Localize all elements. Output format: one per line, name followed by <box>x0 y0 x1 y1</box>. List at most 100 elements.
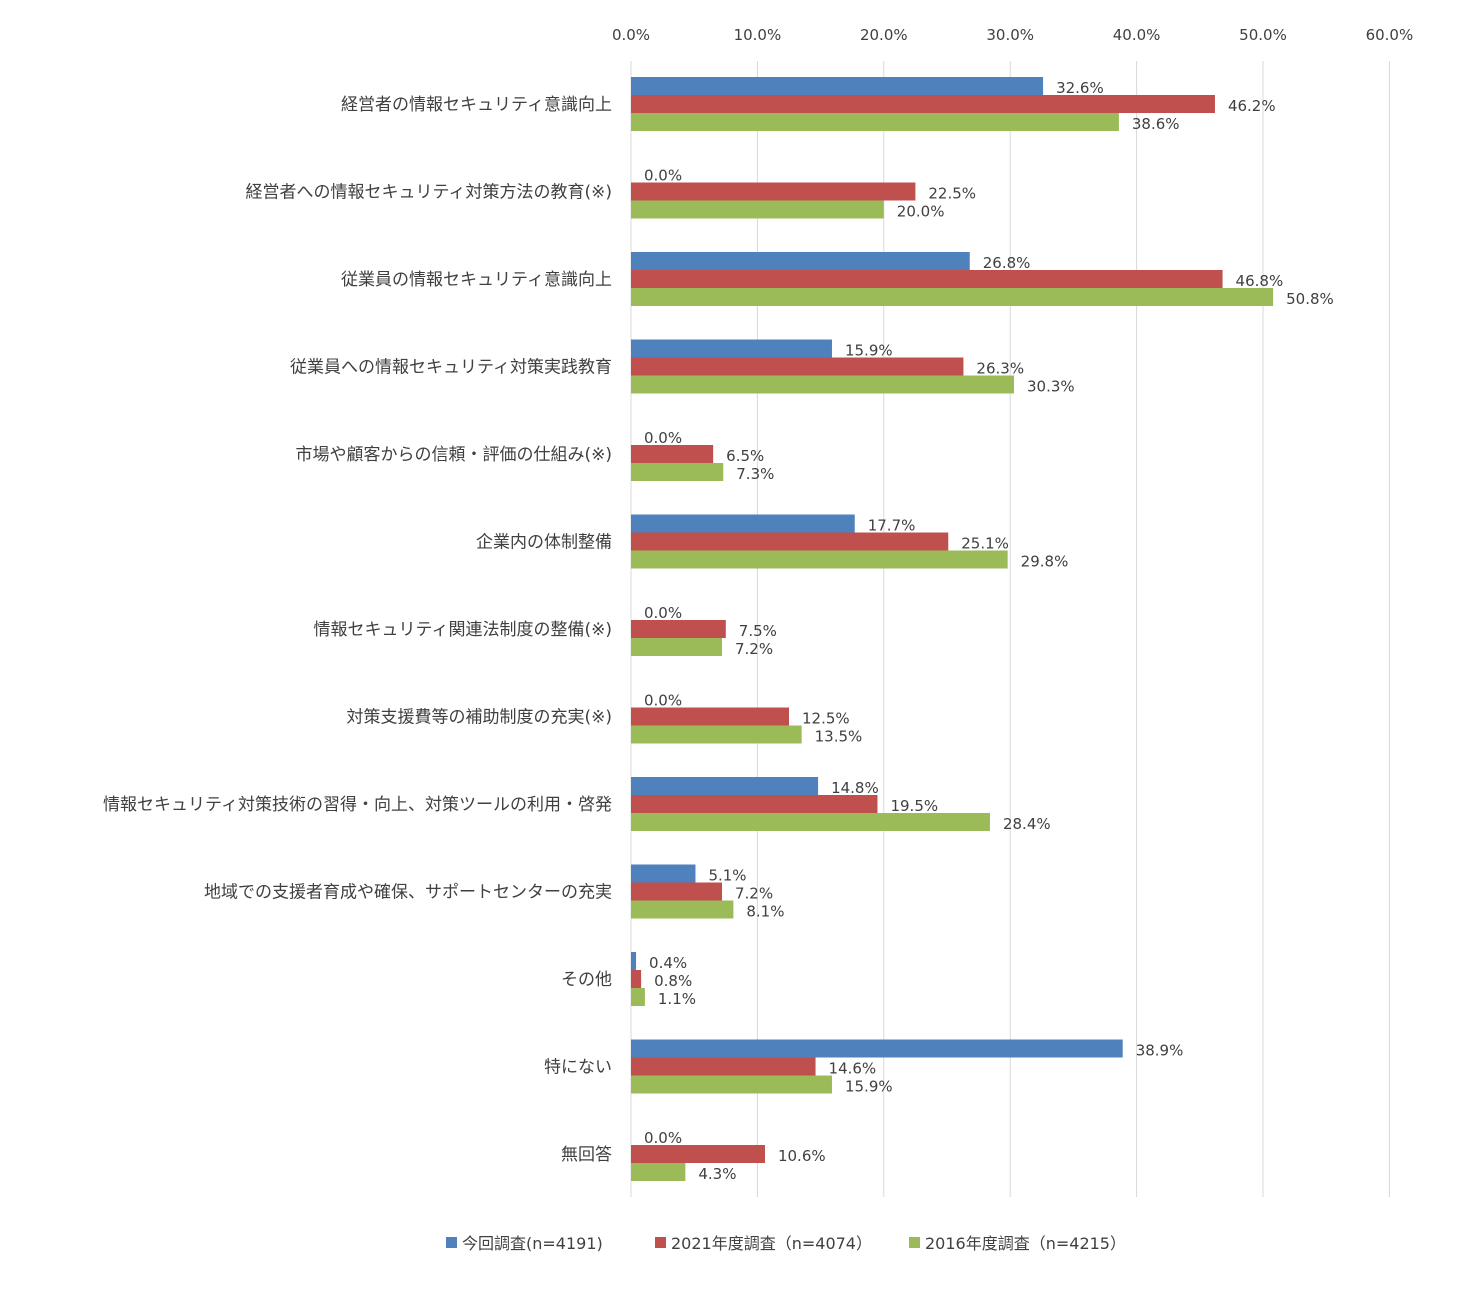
x-tick-label: 20.0% <box>860 26 908 44</box>
bar <box>631 638 723 656</box>
data-label: 20.0% <box>897 203 945 221</box>
category-label: 企業内の体制整備 <box>476 533 612 553</box>
data-label: 30.3% <box>1027 378 1075 396</box>
x-tick-label: 10.0% <box>734 26 782 44</box>
x-tick-label: 30.0% <box>986 26 1034 44</box>
category-label: 地域での支援者育成や確保、サポートセンターの充実 <box>204 883 612 903</box>
legend-label: 今回調査(n=4191) <box>462 1234 603 1253</box>
data-label: 7.5% <box>739 622 777 640</box>
category-label: 経営者の情報セキュリティ意識向上 <box>341 95 612 115</box>
bar <box>631 707 789 726</box>
data-label: 46.2% <box>1228 97 1276 115</box>
x-axis-ticks: 0.0% 10.0% 20.0% 30.0% 40.0% 50.0% 60.0% <box>612 26 1413 44</box>
data-label: 8.1% <box>746 903 784 921</box>
legend-label: 2021年度調査（n=4074） <box>671 1234 872 1253</box>
x-tick-label: 0.0% <box>612 26 650 44</box>
data-label: 25.1% <box>961 535 1009 553</box>
bar <box>631 1163 686 1181</box>
gridlines <box>630 61 1390 1197</box>
bar <box>631 445 714 463</box>
bar <box>631 882 723 901</box>
data-label: 38.6% <box>1132 115 1180 133</box>
category-label: 無回答 <box>561 1145 612 1165</box>
data-label: 13.5% <box>815 728 863 746</box>
data-label: 10.6% <box>778 1147 826 1165</box>
bar <box>631 795 878 813</box>
bar <box>631 95 1215 113</box>
x-tick-label: 60.0% <box>1366 26 1414 44</box>
data-label: 4.3% <box>698 1165 736 1183</box>
data-label: 14.8% <box>831 779 879 797</box>
data-label: 7.2% <box>735 640 773 658</box>
bar <box>631 970 642 988</box>
data-label: 17.7% <box>868 517 916 535</box>
bar <box>631 1057 816 1076</box>
legend-swatch <box>909 1237 920 1248</box>
legend-label: 2016年度調査（n=4215） <box>925 1234 1126 1253</box>
bar <box>631 900 734 919</box>
bar <box>631 777 819 795</box>
bars <box>631 77 1274 1181</box>
bar <box>631 813 990 831</box>
bar <box>631 952 637 970</box>
data-label: 7.3% <box>736 465 774 483</box>
data-label: 0.8% <box>654 972 692 990</box>
data-label: 26.8% <box>983 254 1031 272</box>
data-label: 0.4% <box>649 954 687 972</box>
data-label: 15.9% <box>845 342 893 360</box>
data-label: 46.8% <box>1236 272 1284 290</box>
bar <box>631 288 1274 306</box>
bar <box>631 550 1008 569</box>
category-label: 市場や顧客からの信頼・評価の仕組み(※) <box>295 445 612 465</box>
data-label: 7.2% <box>735 885 773 903</box>
bar <box>631 1075 832 1094</box>
bar <box>631 252 970 270</box>
category-label: 経営者への情報セキュリティ対策方法の教育(※) <box>246 183 613 203</box>
bar <box>631 357 964 376</box>
x-tick-label: 50.0% <box>1239 26 1287 44</box>
bar <box>631 182 916 201</box>
category-label: 従業員の情報セキュリティ意識向上 <box>341 270 612 290</box>
category-label: その他 <box>561 970 612 990</box>
data-label: 5.1% <box>708 867 746 885</box>
data-label: 1.1% <box>658 990 696 1008</box>
data-label: 26.3% <box>976 360 1024 378</box>
data-label: 0.0% <box>644 1129 682 1147</box>
data-label: 0.0% <box>644 604 682 622</box>
data-label: 12.5% <box>802 710 850 728</box>
bar <box>631 463 724 481</box>
bar <box>631 864 696 883</box>
x-tick-label: 40.0% <box>1113 26 1161 44</box>
category-label: 対策支援費等の補助制度の充実(※) <box>346 708 612 728</box>
category-label: 従業員への情報セキュリティ対策実践教育 <box>290 358 612 378</box>
bar <box>631 375 1014 394</box>
data-labels: 32.6%46.2%38.6%0.0%22.5%20.0%26.8%46.8%5… <box>644 79 1334 1183</box>
bar <box>631 514 855 533</box>
bar <box>631 200 884 219</box>
bar <box>631 270 1223 288</box>
data-label: 32.6% <box>1056 79 1104 97</box>
data-label: 29.8% <box>1021 553 1069 571</box>
bar <box>631 620 726 638</box>
bar <box>631 532 949 551</box>
data-label: 0.0% <box>644 429 682 447</box>
bar <box>631 339 832 358</box>
category-label: 情報セキュリティ関連法制度の整備(※) <box>314 620 613 640</box>
legend-swatch <box>446 1237 457 1248</box>
bar <box>631 77 1044 95</box>
bar <box>631 725 802 744</box>
legend: 今回調査(n=4191) 2021年度調査（n=4074） 2016年度調査（n=4… <box>446 1234 1126 1253</box>
data-label: 22.5% <box>928 185 976 203</box>
bar <box>631 1145 765 1163</box>
data-label: 19.5% <box>890 797 938 815</box>
bar <box>631 1039 1123 1058</box>
legend-swatch <box>655 1237 666 1248</box>
bar <box>631 113 1119 131</box>
data-label: 50.8% <box>1286 290 1334 308</box>
data-label: 0.0% <box>644 692 682 710</box>
data-label: 38.9% <box>1136 1042 1184 1060</box>
data-label: 6.5% <box>726 447 764 465</box>
data-label: 28.4% <box>1003 815 1051 833</box>
